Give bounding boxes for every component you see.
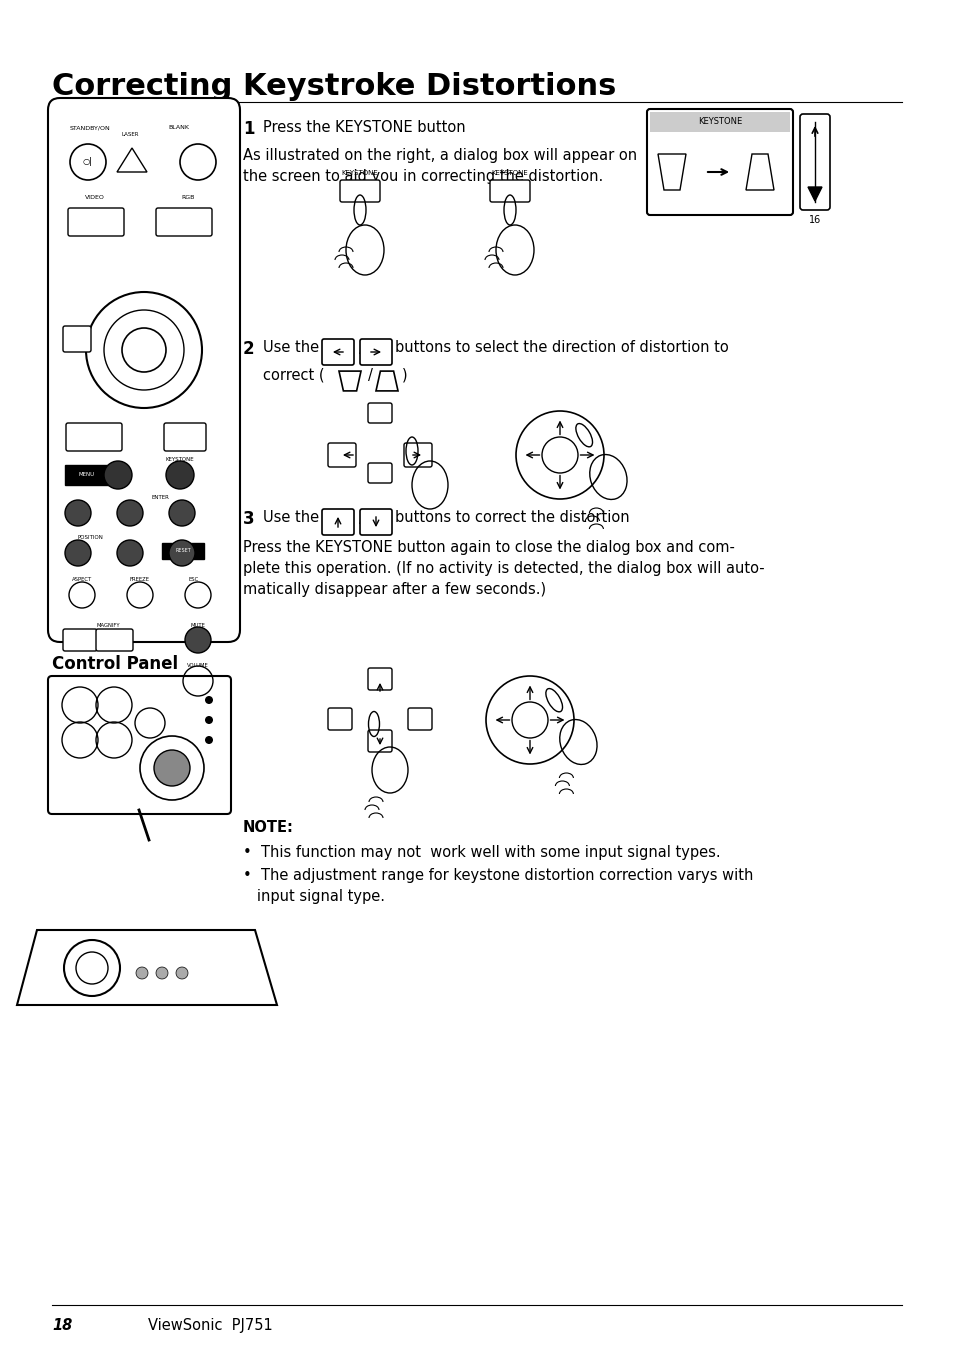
Text: Use the: Use the (263, 509, 319, 526)
Text: RESET: RESET (175, 549, 191, 554)
Text: ): ) (401, 367, 407, 382)
FancyBboxPatch shape (63, 326, 91, 353)
FancyBboxPatch shape (646, 109, 792, 215)
Text: FREEZE: FREEZE (130, 577, 150, 582)
Circle shape (205, 716, 213, 724)
Text: Control Panel: Control Panel (52, 655, 178, 673)
Circle shape (156, 967, 168, 979)
FancyBboxPatch shape (368, 403, 392, 423)
Text: 3: 3 (243, 509, 254, 528)
FancyBboxPatch shape (359, 509, 392, 535)
Text: ESC: ESC (189, 577, 199, 582)
Polygon shape (807, 186, 821, 201)
Circle shape (205, 736, 213, 744)
FancyBboxPatch shape (63, 630, 97, 651)
FancyBboxPatch shape (359, 339, 392, 365)
Circle shape (175, 967, 188, 979)
Text: OFF: OFF (110, 638, 120, 643)
FancyBboxPatch shape (322, 339, 354, 365)
FancyBboxPatch shape (66, 423, 122, 451)
Text: LASER: LASER (121, 132, 138, 136)
Circle shape (169, 500, 194, 526)
FancyBboxPatch shape (368, 667, 392, 690)
FancyBboxPatch shape (490, 180, 530, 203)
Text: POSITION: POSITION (77, 535, 103, 540)
Circle shape (117, 540, 143, 566)
Text: ViewSonic  PJ751: ViewSonic PJ751 (148, 1319, 273, 1333)
Text: KEYSTONE: KEYSTONE (166, 457, 194, 462)
Text: STANDBY/ON: STANDBY/ON (70, 126, 111, 130)
Circle shape (169, 540, 194, 566)
Text: SEARCH: SEARCH (139, 705, 160, 711)
Circle shape (117, 500, 143, 526)
Text: •  This function may not  work well with some input signal types.: • This function may not work well with s… (243, 844, 720, 861)
FancyBboxPatch shape (328, 708, 352, 730)
Circle shape (104, 461, 132, 489)
Circle shape (136, 967, 148, 979)
FancyBboxPatch shape (339, 180, 379, 203)
Text: Use the: Use the (263, 340, 319, 355)
FancyBboxPatch shape (68, 208, 124, 236)
Text: •  The adjustment range for keystone distortion correction varys with
   input s: • The adjustment range for keystone dist… (243, 867, 753, 904)
Text: ASPECT: ASPECT (71, 577, 92, 582)
Text: BLANK: BLANK (168, 126, 189, 130)
Text: VIDEO: VIDEO (85, 195, 105, 200)
FancyBboxPatch shape (96, 630, 132, 651)
Text: RGB: RGB (181, 195, 194, 200)
Text: 2: 2 (243, 340, 254, 358)
FancyBboxPatch shape (328, 443, 355, 467)
Text: /: / (368, 367, 373, 382)
Text: Press the KEYSTONE button again to close the dialog box and com-
plete this oper: Press the KEYSTONE button again to close… (243, 540, 763, 597)
FancyBboxPatch shape (48, 676, 231, 815)
Text: MENU: MENU (79, 473, 95, 477)
Text: MAGNIFY: MAGNIFY (96, 623, 120, 628)
FancyBboxPatch shape (403, 443, 432, 467)
Text: ON: ON (75, 638, 84, 643)
FancyBboxPatch shape (322, 509, 354, 535)
Text: ,: , (357, 509, 362, 526)
Text: 18: 18 (52, 1319, 72, 1333)
Circle shape (166, 461, 193, 489)
Circle shape (205, 696, 213, 704)
Text: 16: 16 (808, 215, 821, 226)
FancyBboxPatch shape (408, 708, 432, 730)
Text: Correcting Keystroke Distortions: Correcting Keystroke Distortions (52, 72, 616, 101)
Text: buttons to correct the distortion: buttons to correct the distortion (395, 509, 629, 526)
Text: ↑↓: ↑↓ (71, 336, 83, 342)
Circle shape (153, 750, 190, 786)
Bar (649, 112, 789, 132)
Circle shape (65, 500, 91, 526)
Text: KEYSTONE: KEYSTONE (491, 170, 528, 176)
Text: 1: 1 (243, 120, 254, 138)
Text: NOTE:: NOTE: (243, 820, 294, 835)
FancyBboxPatch shape (48, 99, 240, 642)
Text: VOLUME: VOLUME (187, 663, 209, 667)
Text: KEYSTONE: KEYSTONE (341, 170, 378, 176)
Circle shape (185, 627, 211, 653)
Text: Press the KEYSTONE button: Press the KEYSTONE button (263, 120, 465, 135)
FancyBboxPatch shape (164, 423, 206, 451)
Text: buttons to select the direction of distortion to: buttons to select the direction of disto… (395, 340, 728, 355)
Text: AUTO: AUTO (84, 434, 104, 440)
FancyBboxPatch shape (368, 730, 392, 753)
FancyBboxPatch shape (368, 463, 392, 484)
Bar (65, 465, 109, 485)
Text: As illustrated on the right, a dialog box will appear on
the screen to aid you i: As illustrated on the right, a dialog bo… (243, 149, 637, 184)
Text: KEYSTONE: KEYSTONE (698, 118, 741, 127)
Text: MUTE: MUTE (191, 623, 205, 628)
Bar (162, 543, 204, 559)
Text: ENTER: ENTER (151, 494, 169, 500)
Text: correct (: correct ( (263, 367, 324, 382)
FancyBboxPatch shape (156, 208, 212, 236)
FancyBboxPatch shape (800, 113, 829, 209)
Text: ,: , (357, 340, 362, 355)
Circle shape (65, 540, 91, 566)
Text: ○|: ○| (83, 158, 93, 166)
